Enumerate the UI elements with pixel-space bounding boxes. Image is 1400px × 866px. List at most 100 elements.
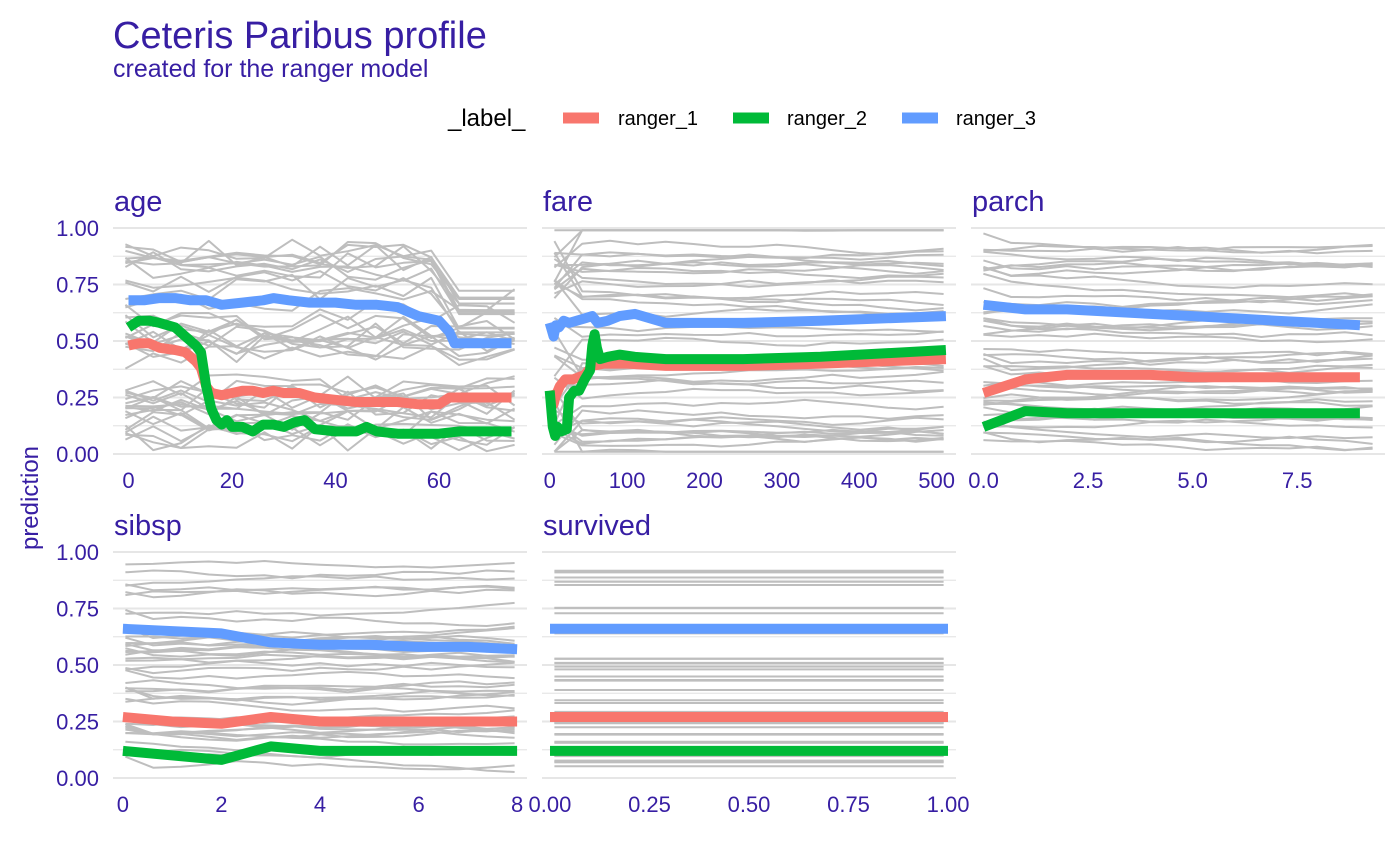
y-tick-label: 0.25 [56,386,99,411]
legend-item-ranger-1: ranger_1 [563,108,698,130]
background-profile-line [553,376,944,400]
background-profile-line [553,317,944,338]
x-tick-label: 0.00 [529,792,572,817]
background-profiles [125,560,515,773]
x-tick-label: 100 [609,468,646,493]
y-tick-label: 0.00 [56,766,99,791]
background-profile-line [125,730,515,746]
background-profile-line [125,575,515,587]
background-profile-line [125,679,515,694]
x-tick-label: 8 [511,792,523,817]
background-profile-line [983,387,1373,397]
y-tick-label: 1.00 [56,216,99,241]
panel-fare: fare 0 100 200 300 400 500 [542,186,956,493]
background-profile-line [553,419,944,453]
background-profile-line [125,625,515,640]
x-tick-label: 400 [841,468,878,493]
background-profile-line [553,420,944,443]
background-profile-line [553,401,944,453]
background-profile-line [983,332,1373,344]
background-profile-line [983,243,1373,253]
legend-item-ranger-3: ranger_3 [902,108,1036,130]
series-line-ranger-1-age [127,338,512,410]
chart-subtitle: created for the ranger model [113,55,428,83]
background-profile-line [125,255,515,316]
background-profile-line [983,418,1373,429]
background-profile-line [553,229,944,258]
x-tick-label: 0.25 [628,792,671,817]
series-line-ranger-2-age [125,315,512,439]
background-profile-line [125,634,515,647]
legend-label-ranger-3: ranger_3 [956,108,1036,130]
y-tick-label: 0.50 [56,653,99,678]
legend: _label_ ranger_1 ranger_2 ranger_3 [447,105,1036,132]
background-profile-line [553,264,944,291]
y-tick-label: 0.25 [56,710,99,735]
background-profile-line [125,651,515,661]
x-tick-label: 60 [427,468,451,493]
background-profile-line [983,353,1373,366]
background-profile-line [554,247,944,267]
background-profile-line [553,336,944,377]
background-profile-line [553,409,944,446]
background-profile-line [554,263,944,280]
panel-title-sibsp: sibsp [114,510,182,542]
background-profile-line [125,686,515,694]
background-profile-line [125,588,515,599]
background-profiles [554,569,944,768]
background-profile-line [553,240,944,312]
x-tick-label: 40 [323,468,347,493]
background-profile-line [125,690,515,703]
panel-title-survived: survived [543,510,651,542]
background-profile-line [125,609,515,627]
background-profile-line [983,287,1373,304]
background-profile-line [983,272,1373,299]
y-axis-label: prediction [17,446,44,550]
x-tick-label: 0 [117,792,129,817]
background-profile-line [125,669,515,680]
series-line-ranger-2-sibsp [122,741,518,765]
background-profile-line [983,380,1373,395]
background-profile-line [125,646,515,659]
background-profile-line [983,351,1373,371]
background-profile-line [553,279,944,315]
x-tick-label: 0 [544,468,556,493]
background-profile-line [983,420,1373,440]
series-line-ranger-2-fare [544,329,947,441]
background-profile-line [553,259,944,286]
background-profile-line [553,279,944,295]
series-line-ranger-3-parch [982,299,1361,331]
background-profile-line [983,265,1373,289]
background-profile-line [983,431,1373,445]
legend-item-ranger-2: ranger_2 [733,108,867,130]
panel-title-fare: fare [543,186,593,218]
background-profile-line [125,728,515,738]
series-line-ranger-3-sibsp [122,623,518,655]
background-profile-line [983,261,1373,270]
background-profile-line [553,416,944,435]
background-profile-line [554,378,944,393]
background-profile-line [125,560,515,569]
x-tick-label: 0.0 [968,468,999,493]
background-profile-line [554,432,944,448]
x-tick-label: 4 [314,792,326,817]
panel-age: age 0.00 0.25 0.50 0.75 1.00 0 20 40 60 [56,186,527,493]
background-profile-line [554,324,944,333]
series-line-ranger-2-parch [981,406,1360,432]
background-profile-line [125,697,515,713]
panel-parch: parch 0.0 2.5 5.0 7.5 [968,186,1385,493]
background-profile-line [125,687,515,701]
y-tick-label: 0.75 [56,597,99,622]
background-profile-line [983,431,1373,452]
y-tick-label: 1.00 [56,540,99,565]
x-tick-label: 2 [215,792,227,817]
x-tick-label: 1.00 [927,792,970,817]
x-tick-label: 7.5 [1282,468,1313,493]
background-profile-line [125,601,515,617]
background-profile-line [553,258,944,285]
background-profile-line [983,257,1373,272]
x-tick-label: 5.0 [1177,468,1208,493]
background-profile-line [983,244,1373,254]
background-profile-line [983,388,1373,402]
